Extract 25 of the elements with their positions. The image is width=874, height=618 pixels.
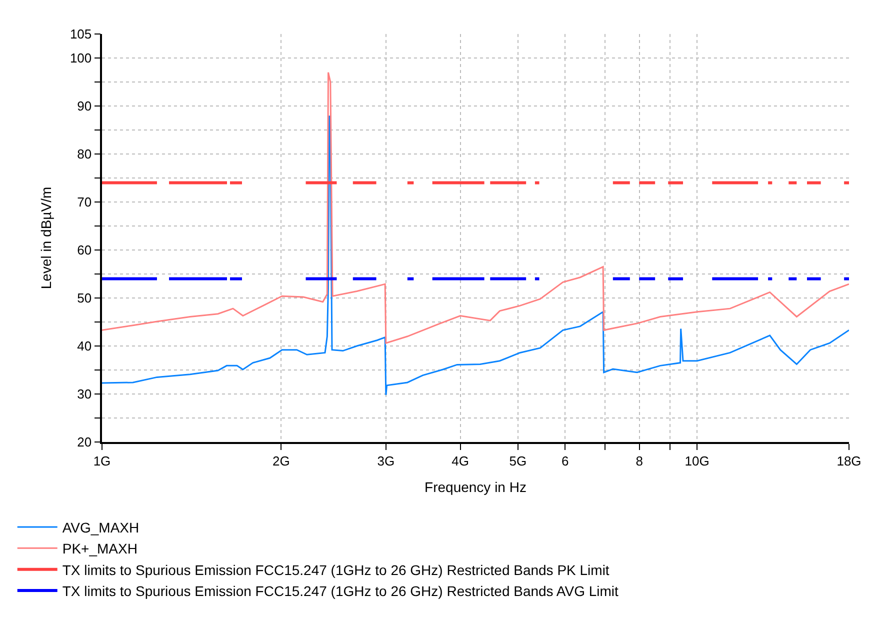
y-tick-label: 105 [70,26,92,42]
y-tick-label: 20 [77,434,92,450]
x-tick-label: 8 [636,453,644,468]
y-tick-label: 70 [77,194,92,210]
x-tick-label: 6 [561,453,569,468]
y-axis-title: Level in dBµV/m [38,186,54,290]
x-tick-label: 3G [377,453,395,468]
x-tick-label: 5G [509,453,527,468]
y-tick-label: 60 [77,242,92,258]
x-tick-label: 10G [684,453,710,468]
y-tick-label: 80 [77,146,92,162]
x-tick-label: 1G [93,453,111,468]
legend-label: PK+_MAXH [62,540,138,557]
legend-label: AVG_MAXH [62,519,140,536]
x-tick-label: 4G [452,453,469,468]
y-tick-label: 50 [77,290,92,306]
y-tick-label: 90 [77,98,92,114]
y-tick-label: 100 [70,50,92,66]
y-tick-label: 30 [77,386,92,402]
x-tick-label: 2G [272,453,290,468]
x-tick-label: 18G [836,453,862,468]
legend-label: TX limits to Spurious Emission FCC15.247 (1GHz to 26 GHz) Restricted Bands AVG Limit [62,583,619,600]
y-tick-label: 40 [77,338,92,354]
x-axis-title: Frequency in Hz [424,479,526,496]
legend-label: TX limits to Spurious Emission FCC15.247 (1GHz to 26 GHz) Restricted Bands PK Limit [62,562,610,578]
